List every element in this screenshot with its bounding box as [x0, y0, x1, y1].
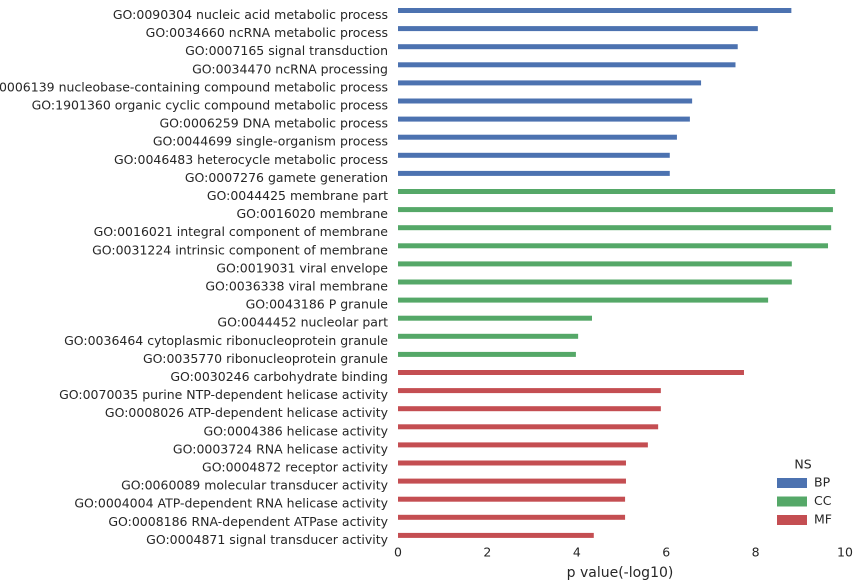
bar: [398, 80, 702, 86]
y-tick-label: GO:0016020 membrane: [236, 206, 388, 221]
y-tick-label: GO:0004004 ATP-dependent RNA helicase ac…: [74, 496, 388, 511]
legend-label: MF: [814, 512, 832, 527]
bar: [398, 297, 769, 303]
x-tick-label: 8: [752, 545, 760, 560]
bar: [398, 261, 792, 267]
y-tick-label: GO:0003724 RNA helicase activity: [173, 441, 389, 456]
y-tick-label: GO:0004871 signal transducer activity: [146, 532, 388, 547]
bar: [398, 189, 836, 194]
legend-swatch: [777, 496, 807, 507]
bar: [398, 207, 833, 213]
y-tick-label: GO:0030246 carbohydrate binding: [170, 369, 388, 384]
bar: [398, 442, 648, 448]
bar: [398, 388, 661, 394]
y-tick-label: GO:0007165 signal transduction: [185, 43, 388, 58]
bar: [398, 532, 594, 538]
y-tick-label: GO:0036338 viral membrane: [205, 279, 388, 294]
bar: [398, 478, 626, 484]
y-tick-label: GO:0034470 ncRNA processing: [192, 61, 388, 76]
y-tick-label: GO:0034660 ncRNA metabolic process: [146, 25, 388, 40]
legend-title: NS: [794, 457, 811, 472]
bar: [398, 406, 661, 412]
bar: [398, 370, 744, 375]
y-tick-label: GO:0006259 DNA metabolic process: [160, 116, 389, 131]
y-tick-label: GO:0006139 nucleobase-containing compoun…: [0, 79, 388, 94]
y-tick-label: GO:0035770 ribonucleoprotein granule: [143, 351, 388, 366]
y-tick-label: GO:0044425 membrane part: [207, 188, 388, 203]
y-tick-label: GO:0044699 single-organism process: [153, 134, 388, 149]
y-tick-label: GO:0016021 integral component of membran…: [94, 224, 389, 239]
bar: [398, 8, 792, 13]
legend-swatch: [777, 478, 807, 488]
legend-swatch: [777, 515, 807, 525]
bar: [398, 134, 677, 140]
y-tick-label: GO:0070035 purine NTP-dependent helicase…: [59, 387, 389, 402]
x-axis-label: p value(-log10): [567, 565, 674, 581]
y-tick-label: GO:0036464 cytoplasmic ribonucleoprotein…: [64, 333, 388, 348]
bar: [398, 116, 690, 122]
y-tick-label: GO:0046483 heterocycle metabolic process: [114, 152, 388, 167]
y-tick-label: GO:0044452 nucleolar part: [217, 315, 388, 330]
bar: [398, 225, 832, 231]
bar: [398, 333, 579, 339]
bar: [398, 424, 659, 430]
bar: [398, 98, 693, 104]
bar: [398, 279, 792, 285]
bar: [398, 460, 626, 466]
bar: [398, 496, 626, 502]
y-tick-label: GO:0060089 molecular transducer activity: [121, 478, 389, 493]
x-tick-label: 0: [394, 545, 402, 560]
x-tick-label: 10: [837, 545, 853, 560]
y-tick-label: GO:0004386 helicase activity: [203, 423, 388, 438]
y-tick-label: GO:0090304 nucleic acid metabolic proces…: [113, 7, 388, 22]
y-tick-label: GO:0008026 ATP-dependent helicase activi…: [105, 405, 389, 420]
y-tick-label: GO:0007276 gamete generation: [185, 170, 388, 185]
y-tick-label: GO:0008186 RNA-dependent ATPase activity: [108, 514, 388, 529]
bar: [398, 44, 738, 50]
bar: [398, 243, 829, 249]
bar: [398, 351, 576, 357]
bar: [398, 514, 626, 520]
legend-label: BP: [814, 475, 831, 490]
y-tick-label: GO:1901360 organic cyclic compound metab…: [32, 98, 388, 113]
x-tick-label: 4: [573, 545, 581, 560]
y-tick-label: GO:0031224 intrinsic component of membra…: [92, 242, 388, 257]
bar: [398, 152, 670, 158]
y-tick-label: GO:0004872 receptor activity: [202, 460, 389, 475]
bar: [398, 62, 736, 68]
bar: [398, 26, 758, 32]
y-tick-label: GO:0019031 viral envelope: [216, 260, 388, 275]
bar: [398, 315, 592, 321]
x-tick-label: 6: [662, 545, 670, 560]
legend-label: CC: [814, 493, 832, 508]
y-tick-label: GO:0043186 P granule: [246, 297, 389, 312]
bar: [398, 170, 670, 176]
x-tick-label: 2: [483, 545, 491, 560]
